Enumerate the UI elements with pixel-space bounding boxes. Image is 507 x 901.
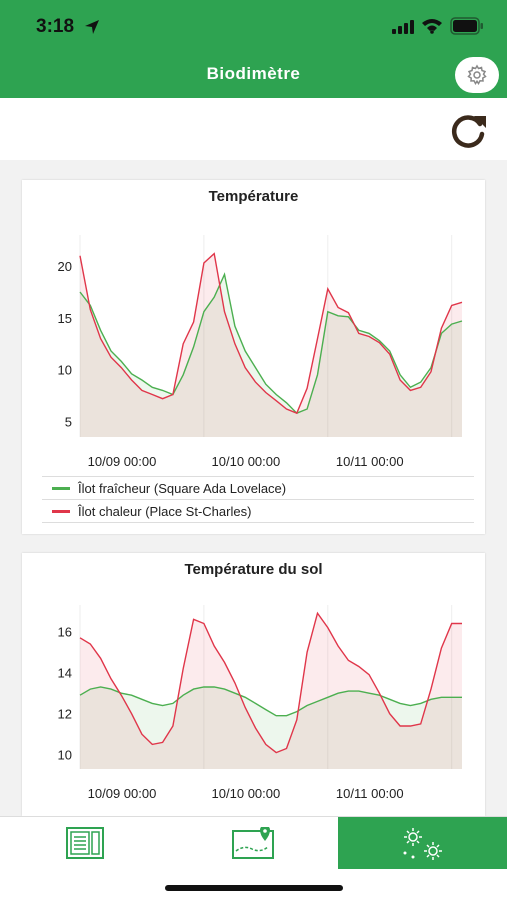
chart-title: Température du sol bbox=[184, 561, 323, 578]
toolbar bbox=[0, 98, 507, 160]
x-tick-label: 10/10 00:00 bbox=[212, 786, 281, 801]
tab-map[interactable] bbox=[169, 817, 338, 869]
series-area bbox=[80, 253, 462, 437]
location-arrow-icon bbox=[85, 20, 99, 34]
home-indicator bbox=[165, 885, 343, 891]
legend-label-heat: Îlot chaleur (Place St-Charles) bbox=[78, 503, 252, 519]
y-tick-label: 15 bbox=[58, 311, 72, 326]
tab-list[interactable] bbox=[0, 817, 169, 869]
refresh-button[interactable] bbox=[446, 110, 490, 152]
x-tick-label: 10/09 00:00 bbox=[88, 786, 157, 801]
soil-temperature-card: Température du sol 10 12 14 16 10/09 00:00 10… bbox=[22, 553, 485, 816]
temperature-card: Température 5 10 15 20 10/09 00:00 10/10 00:0… bbox=[22, 180, 485, 534]
tab-sensors[interactable] bbox=[338, 817, 507, 869]
legend-item-heat[interactable]: Îlot chaleur (Place St-Charles) bbox=[42, 499, 474, 522]
legend-item-fresh[interactable]: Îlot fraîcheur (Square Ada Lovelace) bbox=[42, 477, 474, 499]
cellular-signal-icon bbox=[392, 20, 414, 34]
map-marker-icon bbox=[232, 827, 274, 859]
refresh-icon bbox=[452, 115, 486, 148]
y-tick-label: 20 bbox=[58, 259, 72, 274]
series-area bbox=[80, 613, 462, 769]
x-tick-label: 10/09 00:00 bbox=[88, 454, 157, 469]
y-tick-label: 14 bbox=[58, 666, 72, 681]
legend-swatch-heat bbox=[52, 509, 70, 513]
x-tick-label: 10/11 00:00 bbox=[336, 786, 404, 801]
series-line bbox=[79, 272, 463, 415]
legend-label-fresh: Îlot fraîcheur (Square Ada Lovelace) bbox=[78, 480, 287, 496]
y-tick-label: 5 bbox=[65, 414, 72, 429]
series-line bbox=[79, 686, 462, 717]
y-tick-label: 10 bbox=[58, 748, 72, 763]
app-header: Biodimètre bbox=[0, 52, 507, 98]
series-area bbox=[80, 687, 462, 769]
series-line bbox=[79, 611, 462, 754]
soil-temperature-chart: 10 12 14 16 10/09 00:00 10/10 00:00 10/11 00:0… bbox=[58, 605, 462, 801]
status-time: 3:18 bbox=[36, 16, 75, 37]
y-tick-label: 10 bbox=[58, 363, 72, 378]
chart-title: Température bbox=[208, 188, 299, 205]
x-tick-label: 10/11 00:00 bbox=[336, 454, 404, 469]
sensors-icon bbox=[403, 828, 442, 860]
battery-icon bbox=[450, 17, 483, 35]
chart-legend: Îlot fraîcheur (Square Ada Lovelace) Îlo… bbox=[42, 476, 474, 523]
temperature-chart: 5 10 15 20 10/09 00:00 10/10 00:00 10/11 00:00 bbox=[58, 235, 463, 469]
list-panels-icon bbox=[66, 827, 104, 859]
x-tick-label: 10/10 00:00 bbox=[212, 454, 281, 469]
y-tick-label: 16 bbox=[58, 625, 72, 640]
wifi-icon bbox=[422, 19, 442, 34]
series-line bbox=[79, 252, 463, 415]
series-area bbox=[80, 274, 462, 437]
legend-swatch-fresh bbox=[52, 486, 70, 490]
y-tick-label: 12 bbox=[58, 707, 72, 722]
status-bar: 3:18 bbox=[0, 0, 507, 52]
settings-button[interactable] bbox=[455, 57, 499, 93]
gear-icon bbox=[467, 64, 487, 85]
app-title: Biodimètre bbox=[206, 64, 301, 83]
